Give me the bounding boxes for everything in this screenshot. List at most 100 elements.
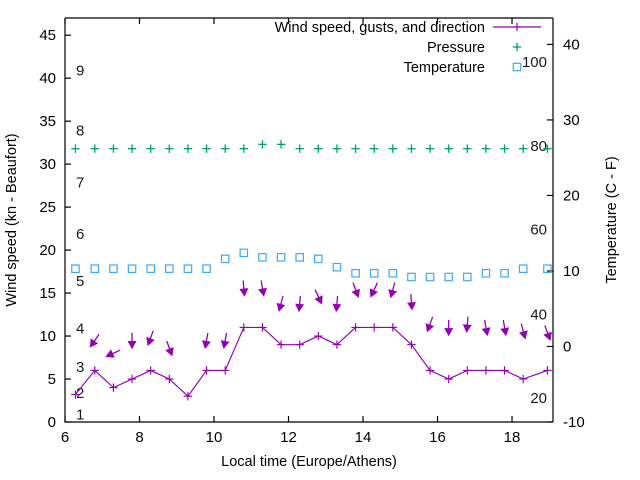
- wind-direction-arrow-head: [105, 349, 115, 358]
- temperature-point: [543, 264, 552, 274]
- y2-tick-label: 10: [563, 263, 580, 280]
- axis-frame: [64, 17, 554, 423]
- y-axis-title: Wind speed (kn - Beaufort): [4, 133, 20, 306]
- temperature-point: [276, 253, 286, 262]
- x-tick-label: 12: [280, 429, 297, 446]
- temperature-point: [500, 268, 509, 278]
- beaufort-label: 6: [76, 226, 84, 243]
- wind-direction-arrow-head: [543, 331, 552, 341]
- wind-direction-arrow-head: [258, 287, 267, 297]
- wind-direction-arrow-head: [425, 323, 435, 333]
- y2-axis-ticks: -10 0 10 20 30 40: [547, 36, 585, 431]
- wind-speed-series: [71, 323, 552, 401]
- temperature-point: [463, 272, 472, 282]
- x-tick-label: 8: [135, 429, 143, 446]
- x-tick-label: 18: [504, 429, 521, 446]
- wind-direction-arrow-head: [369, 288, 378, 298]
- y-tick-label: 15: [39, 285, 56, 302]
- wind-speed-line: [74, 326, 548, 398]
- x-axis-title: Local time (Europe/Athens): [221, 454, 397, 470]
- temperature-point: [351, 268, 360, 278]
- legend-marker-sample: [512, 62, 522, 72]
- temperature-point: [407, 272, 416, 282]
- beaufort-label: 7: [76, 174, 84, 191]
- fahrenheit-label: 20: [530, 390, 547, 407]
- y2-tick-label: 20: [563, 187, 580, 204]
- temperature-point: [314, 254, 323, 264]
- temperature-point: [481, 268, 491, 278]
- beaufort-label: 9: [76, 63, 84, 80]
- y-tick-label: 10: [39, 328, 56, 345]
- y-tick-label: 45: [39, 27, 56, 44]
- x-axis-ticks: 6 8 10 12 14 16 18: [61, 18, 521, 446]
- temperature-point: [183, 264, 193, 274]
- temperature-point: [127, 264, 137, 274]
- y-tick-label: 5: [48, 371, 56, 388]
- beaufort-inner-labels: 1 2 3 4 5 6 7 8 9: [76, 63, 84, 424]
- y2-tick-label: 30: [563, 112, 580, 129]
- temperature-point: [444, 272, 453, 282]
- y-tick-label: 25: [39, 199, 56, 216]
- wind-direction-arrow-head: [89, 338, 99, 348]
- temperature-point: [295, 253, 304, 262]
- wind-direction-arrow-head: [314, 295, 323, 305]
- wind-direction-arrow-head: [202, 340, 211, 350]
- x-tick-label: 10: [206, 429, 223, 446]
- temperature-point: [388, 268, 398, 278]
- wind-direction-arrow-head: [276, 302, 286, 312]
- temperature-point: [369, 268, 379, 278]
- y-axis-ticks: 0 5 10 15 20 25 30 35 40 45: [39, 27, 71, 431]
- x-tick-label: 6: [61, 429, 69, 446]
- wind-direction-arrows: [89, 280, 552, 358]
- y-tick-label: 35: [39, 113, 56, 130]
- pressure-series: [71, 140, 552, 153]
- legend-label: Temperature: [404, 60, 485, 76]
- x-tick-label: 14: [355, 429, 372, 446]
- beaufort-label: 1: [76, 406, 84, 423]
- legend-label: Wind speed, gusts, and direction: [275, 20, 485, 36]
- fahrenheit-label: 100: [522, 54, 547, 71]
- wind-direction-arrow-head: [444, 328, 454, 337]
- beaufort-label: 2: [76, 385, 84, 402]
- temperature-point: [202, 264, 211, 274]
- temperature-point: [146, 264, 155, 274]
- temperature-point: [239, 248, 249, 258]
- y-tick-label: 20: [39, 242, 56, 259]
- wind-direction-arrow-head: [332, 303, 342, 313]
- temperature-point: [220, 254, 230, 264]
- wind-direction-arrow-head: [519, 330, 528, 340]
- beaufort-label: 4: [76, 320, 84, 337]
- temperature-point: [71, 264, 80, 274]
- temperature-point: [258, 253, 267, 262]
- temperature-point: [165, 264, 174, 274]
- beaufort-label: 3: [76, 359, 84, 376]
- y2-tick-label: 0: [563, 338, 571, 355]
- y2-axis-title: Temperature (C - F): [604, 156, 620, 283]
- temperature-point: [90, 264, 100, 274]
- wind-direction-arrow-head: [239, 288, 249, 297]
- wind-direction-arrow-head: [500, 327, 510, 337]
- beaufort-label: 5: [76, 273, 84, 290]
- temperature-point: [109, 264, 118, 274]
- y-tick-label: 30: [39, 156, 56, 173]
- temperature-point: [425, 272, 435, 282]
- legend-label: Pressure: [427, 40, 485, 56]
- fahrenheit-label: 60: [530, 222, 547, 239]
- y2-tick-label: 40: [563, 36, 580, 53]
- temperature-point: [332, 262, 342, 272]
- beaufort-label: 8: [76, 123, 84, 140]
- wind-direction-arrow-head: [165, 347, 174, 357]
- temperature-point: [518, 264, 528, 274]
- y-tick-label: 40: [39, 70, 56, 87]
- wind-direction-arrow-head: [407, 301, 416, 311]
- y2-tick-label: -10: [563, 414, 585, 431]
- temperature-series: [71, 248, 552, 282]
- wind-direction-arrow-head: [220, 340, 230, 350]
- wind-direction-arrow-head: [146, 336, 155, 347]
- y-tick-label: 0: [48, 414, 56, 431]
- x-tick-label: 16: [429, 429, 446, 446]
- chart-legend: Wind speed, gusts, and direction Pressure…: [275, 20, 541, 76]
- plot-frame: [64, 17, 554, 423]
